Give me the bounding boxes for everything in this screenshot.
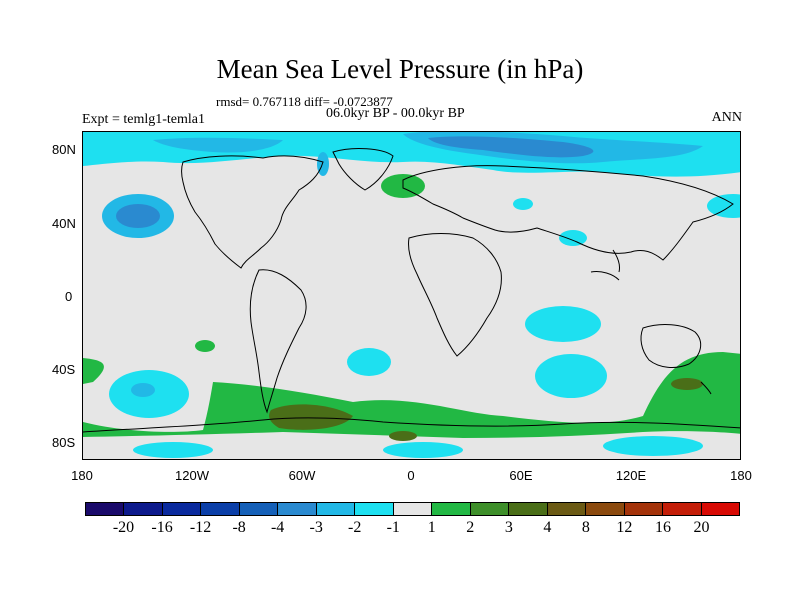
lat-label: 80N bbox=[52, 142, 76, 157]
lon-label: 120W bbox=[175, 468, 209, 483]
experiment-label: Expt = temlg1-temla1 bbox=[82, 112, 205, 127]
colorbar-swatch bbox=[355, 503, 394, 515]
colorbar-label: 1 bbox=[427, 519, 436, 536]
colorbar-label: -20 bbox=[112, 519, 135, 536]
season-label: ANN bbox=[711, 110, 742, 125]
lat-label: 40N bbox=[52, 216, 76, 231]
period-text: 06.0kyr BP - 00.0kyr BP bbox=[326, 106, 465, 121]
colorbar-label: 12 bbox=[616, 519, 633, 536]
south-atlantic-negative bbox=[535, 354, 607, 398]
lat-label: 0 bbox=[65, 289, 73, 304]
colorbar-label: -8 bbox=[232, 519, 246, 536]
map-title: Mean Sea Level Pressure (in hPa) bbox=[216, 54, 584, 84]
colorbar-swatch bbox=[663, 503, 702, 515]
south-pacific-negative bbox=[347, 348, 391, 376]
colorbar-swatch bbox=[624, 503, 664, 515]
colorbar-label: 20 bbox=[693, 519, 710, 536]
colorbar-swatch bbox=[470, 503, 510, 515]
colorbar-swatch bbox=[278, 503, 317, 515]
colorbar-label: 3 bbox=[504, 519, 513, 536]
lon-label: 120E bbox=[615, 468, 647, 483]
colorbar-swatch bbox=[86, 503, 125, 515]
colorbar-label: -3 bbox=[309, 519, 323, 536]
lat-label: 40S bbox=[52, 362, 76, 377]
lon-label: 180 bbox=[730, 468, 752, 483]
stats-text: rmsd= 0.767118 diff= -0.0723877 bbox=[216, 94, 393, 109]
colorbar-swatch bbox=[586, 503, 625, 515]
lon-label: 60E bbox=[509, 468, 533, 483]
colorbar-swatch bbox=[162, 503, 202, 515]
anomaly-fields bbox=[83, 132, 740, 459]
arctic-negative-dark bbox=[428, 136, 594, 158]
colorbar-label: -16 bbox=[151, 519, 173, 536]
colorbar-swatch bbox=[239, 503, 279, 515]
colorbar-swatch bbox=[432, 503, 471, 515]
colorbar-label: -12 bbox=[189, 519, 212, 536]
colorbar-swatch bbox=[509, 503, 548, 515]
colorbar-label: 4 bbox=[543, 519, 552, 536]
lat-label: 80S bbox=[52, 435, 76, 450]
canada-negative bbox=[153, 137, 283, 153]
colorbar-swatch bbox=[201, 503, 240, 515]
colorbar-label: -1 bbox=[386, 519, 400, 536]
colorbar bbox=[85, 502, 740, 516]
lon-label: 60W bbox=[288, 468, 316, 483]
coastlines bbox=[83, 148, 740, 433]
southern-ocean-positive bbox=[83, 358, 104, 384]
colorbar-swatch bbox=[124, 503, 163, 515]
colorbar-label: -4 bbox=[270, 519, 285, 536]
southern-ocean-positive-core bbox=[269, 404, 353, 430]
colorbar-swatch bbox=[393, 503, 433, 515]
colorbar-swatch bbox=[547, 503, 587, 515]
colorbar-label: 2 bbox=[466, 519, 475, 536]
colorbar-label: -2 bbox=[348, 519, 362, 536]
colorbar-swatch bbox=[316, 503, 356, 515]
colorbar-label: 16 bbox=[654, 519, 671, 536]
lon-label: 0 bbox=[407, 468, 415, 483]
pressure-map bbox=[82, 131, 741, 460]
colorbar-swatch bbox=[701, 503, 739, 515]
npac-negative-core bbox=[116, 204, 160, 228]
indian-ocean-negative bbox=[525, 306, 601, 342]
colorbar-label: 8 bbox=[581, 519, 590, 536]
lon-label: 180 bbox=[71, 468, 93, 483]
